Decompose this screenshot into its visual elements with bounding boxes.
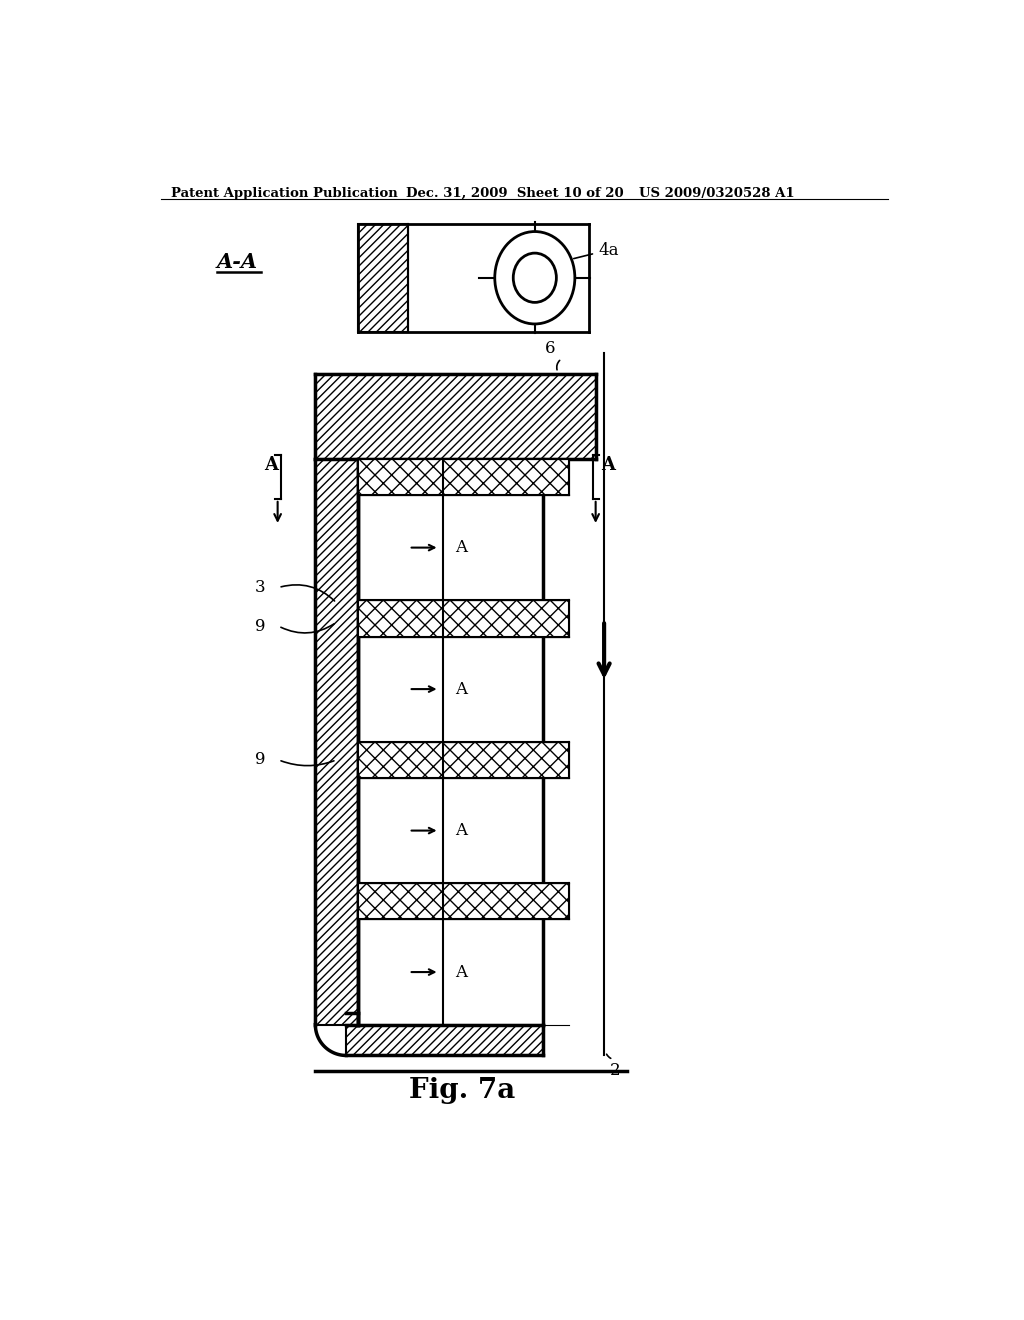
Text: 9: 9 [255, 618, 265, 635]
Ellipse shape [513, 253, 556, 302]
Bar [357, 742, 569, 777]
Text: A: A [455, 964, 467, 981]
Text: US 2009/0320528 A1: US 2009/0320528 A1 [639, 187, 795, 199]
Text: A: A [455, 681, 467, 697]
Text: 6: 6 [545, 341, 555, 358]
Text: Patent Application Publication: Patent Application Publication [171, 187, 397, 199]
Text: Fig. 7a: Fig. 7a [409, 1077, 515, 1104]
Text: A: A [455, 822, 467, 840]
Text: A-A: A-A [217, 252, 258, 272]
Text: 3: 3 [255, 579, 265, 597]
Bar [357, 601, 569, 636]
Bar [315, 374, 596, 459]
Bar [357, 459, 569, 495]
Bar [315, 459, 357, 1024]
Text: A: A [455, 539, 467, 556]
Ellipse shape [495, 231, 574, 323]
Text: 4a: 4a [573, 242, 618, 259]
Text: 9: 9 [255, 751, 265, 768]
Bar [357, 224, 408, 331]
Text: A: A [601, 457, 615, 474]
Bar [357, 883, 569, 920]
Bar [346, 1024, 543, 1056]
Text: Dec. 31, 2009  Sheet 10 of 20: Dec. 31, 2009 Sheet 10 of 20 [407, 187, 624, 199]
Text: 2: 2 [610, 1061, 621, 1078]
Text: A: A [264, 457, 279, 474]
